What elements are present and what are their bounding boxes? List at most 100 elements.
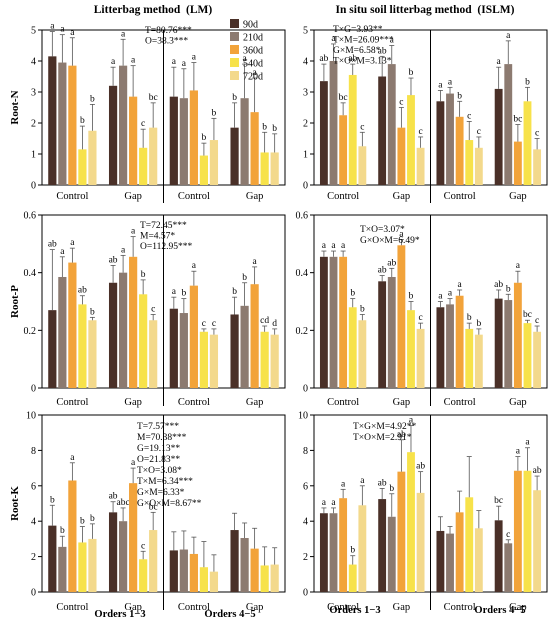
bar-gap-540d xyxy=(139,559,148,592)
bar-control-210d xyxy=(329,256,338,388)
bar-control-720d xyxy=(209,571,219,592)
row-label-root-p: Root-P xyxy=(9,285,21,318)
bar-gap-360d xyxy=(513,141,522,185)
significance-letter: c xyxy=(360,122,364,132)
bar-control-540d xyxy=(199,155,208,185)
bar-gap-720d xyxy=(270,334,279,388)
bar-control-720d xyxy=(358,146,367,185)
bar-gap-90d xyxy=(108,282,118,388)
bar-control-720d xyxy=(209,140,219,185)
bar-control-540d xyxy=(465,328,474,388)
stat-line: T×G=3.93** xyxy=(333,25,383,35)
group-label-orders-1-3-lm: Orders 1−3 xyxy=(94,609,145,620)
significance-letter: bc xyxy=(149,93,158,103)
category-label-gap: Gap xyxy=(124,602,142,613)
category-label-gap: Gap xyxy=(393,397,411,408)
bar-gap-210d xyxy=(387,516,396,592)
y-tick-label: 0.2 xyxy=(296,326,309,337)
significance-letter: ab xyxy=(109,492,118,502)
stat-line: G×M=6.58* xyxy=(333,46,381,56)
bar-control-90d xyxy=(319,513,328,592)
bar-gap-720d xyxy=(533,149,542,185)
significance-letter: a xyxy=(242,54,247,64)
legend-swatch-90d xyxy=(230,19,239,28)
legend-label-540d: 540d xyxy=(243,59,263,70)
significance-letter: b xyxy=(242,273,247,283)
bar-control-360d xyxy=(68,262,77,388)
significance-letter: a xyxy=(525,438,530,448)
significance-letter: ab xyxy=(533,466,542,476)
category-label-control: Control xyxy=(444,397,476,408)
significance-letter: ab xyxy=(378,478,387,488)
bar-gap-360d xyxy=(513,282,522,388)
significance-letter: a xyxy=(516,261,521,271)
category-label-gap: Gap xyxy=(246,602,264,613)
significance-letter: a xyxy=(121,29,126,39)
column-titles: Litterbag method (LM) In situ soil litte… xyxy=(94,4,515,16)
y-tick-label: 1 xyxy=(31,150,36,161)
significance-letter: c xyxy=(418,313,422,323)
y-tick-label: 0 xyxy=(303,384,308,395)
y-tick-label: 0 xyxy=(303,181,308,192)
category-label-gap: Gap xyxy=(246,397,264,408)
stat-line: T=80.76*** xyxy=(145,26,192,36)
significance-letter: d xyxy=(272,319,277,329)
significance-letter: c xyxy=(212,319,216,329)
bar-control-360d xyxy=(189,285,198,388)
bar-control-720d xyxy=(474,528,483,592)
bar-control-90d xyxy=(169,550,178,592)
significance-letter: a xyxy=(458,280,463,290)
significance-letter: bc xyxy=(523,310,532,320)
bar-control-210d xyxy=(58,62,67,185)
stat-line: T×G×M=4.92** xyxy=(353,422,417,432)
bar-gap-360d xyxy=(397,471,406,592)
significance-letter: b xyxy=(506,284,511,294)
bar-gap-90d xyxy=(230,314,239,388)
y-tick-label: 0.4 xyxy=(296,268,309,279)
bar-gap-360d xyxy=(129,256,138,388)
y-tick-label: 3 xyxy=(303,88,308,99)
significance-letter: b xyxy=(409,292,414,302)
bar-gap-360d xyxy=(397,245,406,388)
y-tick-label: 4 xyxy=(31,517,36,528)
stat-line: T×O×M=2.91* xyxy=(353,433,412,443)
bar-control-540d xyxy=(78,304,87,388)
legend-swatch-210d xyxy=(230,32,239,41)
significance-letter: ab xyxy=(319,54,328,64)
group-label-orders-1-3-islm: Orders 1−3 xyxy=(329,605,380,616)
legend-label-360d: 360d xyxy=(243,46,263,57)
significance-letter: a xyxy=(341,241,346,251)
significance-letter: c xyxy=(141,119,145,129)
category-label-control: Control xyxy=(444,191,476,202)
bar-control-210d xyxy=(446,304,454,388)
bar-control-90d xyxy=(436,101,445,185)
bar-control-540d xyxy=(78,149,87,185)
significance-letter: c xyxy=(418,127,422,137)
stat-line: T×O=3.08* xyxy=(137,466,182,476)
bar-gap-540d xyxy=(407,310,415,388)
stat-line: T×O×M=3.13* xyxy=(333,57,392,67)
legend: 90d 210d 360d 540d 720d xyxy=(230,19,263,83)
bar-gap-360d xyxy=(129,483,138,592)
bar-control-720d xyxy=(88,130,97,185)
significance-letter: a xyxy=(192,261,197,271)
significance-letter: a xyxy=(253,68,258,78)
bar-gap-720d xyxy=(149,530,158,592)
significance-letter: b xyxy=(60,526,65,536)
y-tick-label: 0 xyxy=(31,181,36,192)
y-tick-label: 0.6 xyxy=(24,211,37,222)
bar-gap-360d xyxy=(397,127,406,185)
bar-gap-210d xyxy=(119,272,128,388)
significance-letter: ab xyxy=(348,54,357,64)
significance-letter: c xyxy=(477,127,481,137)
significance-letter: ab xyxy=(397,430,406,440)
group-label-orders-4-5-lm: Orders 4−5 xyxy=(204,609,255,620)
bar-gap-90d xyxy=(494,298,503,388)
bar-control-540d xyxy=(465,140,474,185)
category-label-control: Control xyxy=(56,191,88,202)
legend-swatch-540d xyxy=(230,58,239,67)
bar-control-720d xyxy=(474,147,483,185)
bar-control-210d xyxy=(329,61,338,185)
